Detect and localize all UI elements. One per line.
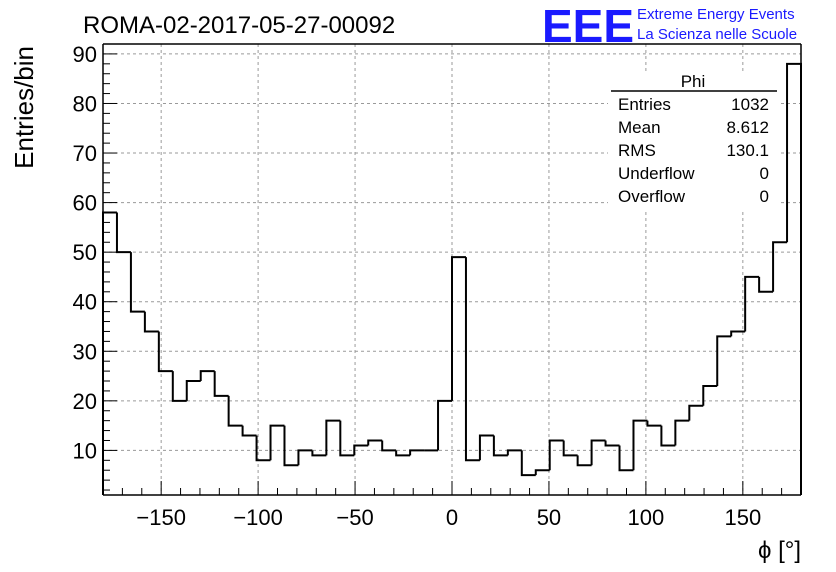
histogram-bin <box>576 455 592 467</box>
histogram-bin <box>367 439 383 446</box>
histogram-bin <box>548 439 564 471</box>
y-tick-label: 70 <box>73 141 97 166</box>
histogram-bin <box>143 311 159 333</box>
stats-value: 130.1 <box>726 141 769 160</box>
y-tick-labels: 10 20 30 40 50 60 70 80 90 <box>73 42 97 463</box>
y-tick-label: 20 <box>73 389 97 414</box>
histogram-bin <box>744 275 760 332</box>
histogram-bin <box>102 211 117 495</box>
x-tick-labels: −150 −100 −50 0 50 100 150 <box>136 505 761 530</box>
y-tick-label: 60 <box>73 191 97 216</box>
histogram-bin <box>353 444 369 456</box>
x-tick-label: −150 <box>136 505 186 530</box>
histogram-bin <box>157 331 173 373</box>
histogram-bin <box>562 440 578 457</box>
run-title: ROMA-02-2017-05-27-00092 <box>83 12 395 39</box>
histogram-bin <box>241 425 257 437</box>
histogram-bin <box>772 241 788 292</box>
stats-value: 1032 <box>731 95 769 114</box>
stats-label: RMS <box>618 141 656 160</box>
y-tick-label: 80 <box>73 91 97 116</box>
histogram-bin <box>464 257 480 462</box>
histogram-bin <box>618 445 634 472</box>
histogram-bin <box>534 469 550 476</box>
stats-rows: Entries 1032 Mean 8.612 RMS 130.1 Underflow 0 Ov… <box>618 95 769 206</box>
axes <box>102 43 802 496</box>
histogram-bin <box>758 276 774 293</box>
histogram-bin <box>520 450 536 477</box>
histogram-bin <box>604 440 620 447</box>
x-tick-label: 100 <box>628 505 665 530</box>
histogram-bin <box>492 435 508 457</box>
stats-value: 0 <box>760 164 769 183</box>
histogram-bin <box>269 424 285 461</box>
x-tick-label: 150 <box>724 505 761 530</box>
y-tick-label: 30 <box>73 339 97 364</box>
eee-logo-line2: La Scienza nelle Scuole <box>637 26 797 43</box>
histogram-bin <box>171 371 187 402</box>
histogram-bin <box>674 419 690 446</box>
y-tick-label: 10 <box>73 438 97 463</box>
histogram-bin <box>786 62 802 495</box>
histogram-bin <box>590 439 606 466</box>
histogram-bin <box>297 449 313 466</box>
x-tick-label: 0 <box>446 505 458 530</box>
histogram-bin <box>115 212 131 254</box>
histogram-bin <box>339 420 355 457</box>
histogram-bin <box>213 371 229 397</box>
histogram-bin <box>646 420 662 427</box>
histogram-bin <box>632 419 648 471</box>
histogram-bin <box>255 435 271 462</box>
stats-value: 8.612 <box>726 118 769 137</box>
histogram-bin <box>395 450 411 457</box>
histogram-bin <box>283 425 299 467</box>
histogram-bin <box>381 440 397 452</box>
histogram-bin <box>702 384 718 406</box>
histogram-bin <box>437 399 452 451</box>
stats-label: Entries <box>618 95 671 114</box>
y-tick-label: 50 <box>73 240 97 265</box>
histogram-bin <box>451 256 466 401</box>
x-tick-label: −100 <box>233 505 283 530</box>
stats-title: Phi <box>681 72 706 91</box>
histogram-bin <box>688 404 704 421</box>
histogram-bin <box>660 425 676 447</box>
stats-label: Underflow <box>618 164 695 183</box>
histogram-bin <box>199 370 215 382</box>
histogram-bin <box>311 450 327 457</box>
x-axis-label: ϕ [°] <box>758 537 801 564</box>
histogram-bin <box>185 380 201 401</box>
histogram-bin <box>129 252 145 313</box>
histogram-bin <box>478 434 494 461</box>
histogram-bin <box>716 335 732 386</box>
histogram-bin <box>506 449 522 456</box>
y-axis-label: Entries/bin <box>9 46 39 169</box>
stats-box: Phi Entries 1032 Mean 8.612 RMS 130.1 Underflo… <box>608 71 778 209</box>
eee-logo-line1: Extreme Energy Events <box>637 6 795 23</box>
histogram-bin <box>409 449 425 456</box>
stats-label: Overflow <box>618 187 686 206</box>
histogram-bin <box>730 330 746 337</box>
histogram-bin <box>325 419 341 456</box>
histogram-bin <box>227 395 243 427</box>
x-tick-label: 50 <box>537 505 561 530</box>
y-tick-label: 40 <box>73 290 97 315</box>
histogram-bins <box>102 62 802 495</box>
stats-label: Mean <box>618 118 661 137</box>
stats-box-background <box>608 71 778 209</box>
stats-value: 0 <box>760 187 769 206</box>
y-tick-label: 90 <box>73 42 97 67</box>
x-tick-label: −50 <box>336 505 373 530</box>
